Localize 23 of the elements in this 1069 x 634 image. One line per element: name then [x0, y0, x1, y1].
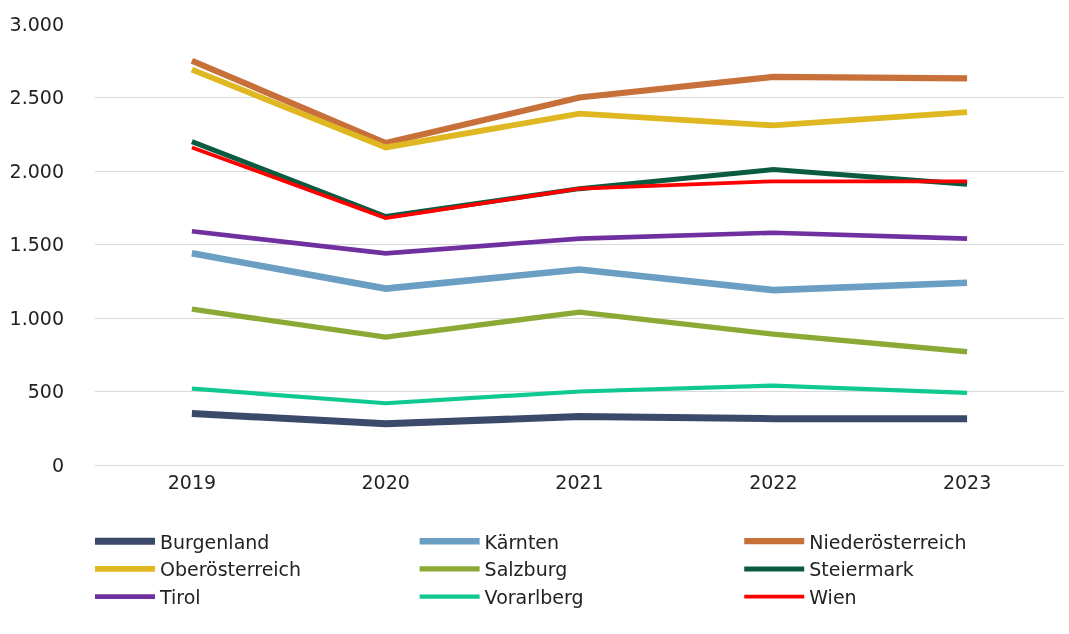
x-tick-label: 2023 [942, 470, 992, 493]
y-tick-label: 500 [27, 380, 64, 403]
y-tick-label: 0 [51, 453, 64, 476]
y-tick-label: 3.000 [9, 12, 64, 35]
x-tick-label: 2019 [167, 470, 217, 493]
legend-label: Steiermark [809, 558, 914, 581]
y-tick-label: 1.500 [9, 233, 64, 256]
legend-label: Niederösterreich [809, 530, 967, 553]
x-tick-label: 2020 [361, 470, 410, 493]
legend-label: Kärnten [484, 530, 560, 553]
x-tick-label: 2021 [555, 470, 604, 493]
legend-label: Tirol [159, 585, 201, 608]
line-series [189, 228, 970, 256]
legend-label: Oberösterreich [160, 558, 302, 581]
line-series [189, 383, 970, 406]
x-tick-label: 2022 [749, 470, 798, 493]
y-tick-label: 2.500 [9, 86, 64, 109]
legend-label: Wien [809, 585, 857, 608]
legend-label: Vorarlberg [484, 585, 584, 608]
y-tick-label: 2.000 [9, 159, 64, 182]
legend-label: Burgenland [160, 530, 270, 553]
legend-label: Salzburg [484, 558, 568, 581]
y-tick-label: 1.000 [9, 306, 64, 329]
